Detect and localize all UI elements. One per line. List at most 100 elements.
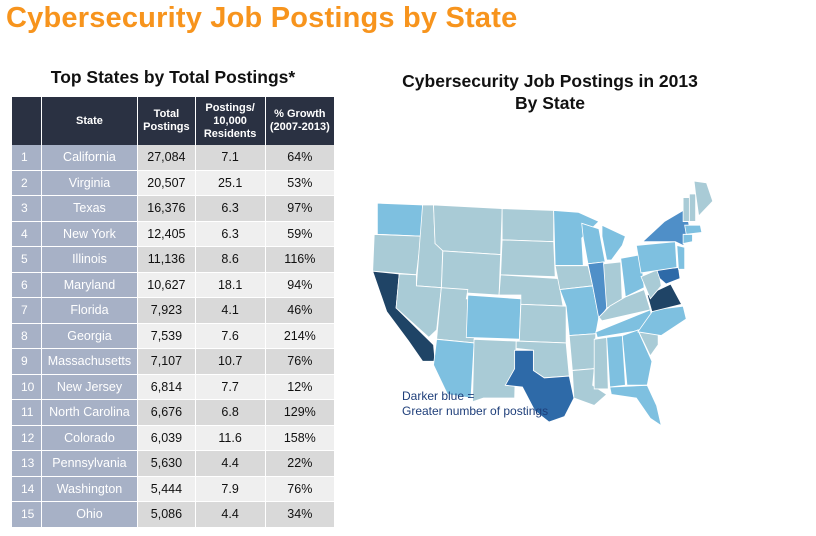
total-postings-cell: 7,923	[138, 298, 196, 324]
postings-per-10k-cell: 4.4	[195, 451, 266, 477]
map-title: Cybersecurity Job Postings in 2013 By St…	[372, 70, 728, 114]
rank-cell: 2	[12, 170, 42, 196]
growth-header: % Growth (2007-2013)	[265, 97, 334, 145]
state-header: State	[41, 97, 139, 145]
map-legend-note: Darker blue = Greater number of postings	[402, 389, 548, 419]
state-cell: Washington	[41, 476, 139, 502]
table-row: 7 Florida 7,923 4.1 46%	[12, 298, 334, 324]
state-arizona	[433, 338, 475, 399]
postings-per-10k-cell: 4.1	[195, 298, 266, 324]
state-iowa	[554, 265, 594, 291]
state-michigan	[601, 224, 626, 261]
growth-cell: 22%	[265, 451, 334, 477]
table-row: 5 Illinois 11,136 8.6 116%	[12, 247, 334, 273]
state-cell: Florida	[41, 298, 139, 324]
total-postings-cell: 7,107	[138, 349, 196, 375]
table-row: 14 Washington 5,444 7.9 76%	[12, 476, 334, 502]
state-cell: Ohio	[41, 502, 139, 528]
rank-cell: 8	[12, 323, 42, 349]
total-postings-cell: 16,376	[138, 196, 196, 222]
state-cell: Massachusetts	[41, 349, 139, 375]
growth-cell: 64%	[265, 145, 334, 171]
postings-per-10k-cell: 25.1	[195, 170, 266, 196]
state-ohio	[620, 254, 645, 298]
rank-header	[12, 97, 42, 145]
total-postings-cell: 11,136	[138, 247, 196, 273]
state-georgia	[621, 329, 653, 386]
state-cell: New York	[41, 221, 139, 247]
state-kansas	[518, 303, 567, 344]
state-oregon	[372, 233, 422, 276]
growth-cell: 59%	[265, 221, 334, 247]
table-row: 6 Maryland 10,627 18.1 94%	[12, 272, 334, 298]
growth-cell: 116%	[265, 247, 334, 273]
rank-cell: 14	[12, 476, 42, 502]
total-postings-cell: 6,039	[138, 425, 196, 451]
postings-per-10k-cell: 6.3	[195, 221, 266, 247]
state-south-dakota	[500, 239, 556, 278]
table-row: 8 Georgia 7,539 7.6 214%	[12, 323, 334, 349]
total-postings-cell: 6,814	[138, 374, 196, 400]
state-north-carolina	[637, 305, 687, 337]
postings-per-10k-header: Postings/ 10,000 Residents	[195, 97, 266, 145]
state-alabama	[606, 335, 626, 388]
state-arkansas	[568, 333, 597, 372]
state-maine	[693, 180, 714, 217]
state-cell: Texas	[41, 196, 139, 222]
state-new-jersey	[676, 244, 686, 270]
state-florida	[609, 384, 662, 425]
total-postings-cell: 5,444	[138, 476, 196, 502]
rank-cell: 3	[12, 196, 42, 222]
growth-cell: 46%	[265, 298, 334, 324]
growth-cell: 53%	[265, 170, 334, 196]
state-mississippi	[593, 336, 609, 390]
table-title: Top States by Total Postings*	[50, 67, 296, 87]
growth-cell: 129%	[265, 400, 334, 426]
postings-per-10k-cell: 7.9	[195, 476, 266, 502]
state-new-mexico	[472, 338, 517, 403]
total-postings-cell: 5,630	[138, 451, 196, 477]
page-title: Cybersecurity Job Postings by State	[6, 2, 518, 34]
state-vermont	[682, 197, 690, 222]
growth-cell: 214%	[265, 323, 334, 349]
total-postings-cell: 10,627	[138, 272, 196, 298]
state-new-hampshire	[688, 193, 696, 222]
growth-cell: 76%	[265, 349, 334, 375]
state-cell: New Jersey	[41, 374, 139, 400]
state-kentucky	[598, 288, 651, 322]
state-north-dakota	[501, 208, 555, 243]
table-row: 13 Pennsylvania 5,630 4.4 22%	[12, 451, 334, 477]
total-postings-cell: 5,086	[138, 502, 196, 528]
rank-cell: 1	[12, 145, 42, 171]
postings-per-10k-cell: 7.1	[195, 145, 266, 171]
postings-per-10k-cell: 8.6	[195, 247, 266, 273]
table-row: 10 New Jersey 6,814 7.7 12%	[12, 374, 334, 400]
rank-cell: 11	[12, 400, 42, 426]
map-title-line1: Cybersecurity Job Postings in 2013	[402, 71, 698, 91]
growth-cell: 158%	[265, 425, 334, 451]
map-legend-line1: Darker blue =	[402, 389, 475, 403]
postings-per-10k-cell: 6.3	[195, 196, 266, 222]
state-connecticut	[682, 233, 693, 245]
growth-cell: 76%	[265, 476, 334, 502]
state-virginia	[646, 283, 683, 313]
state-cell: California	[41, 145, 139, 171]
postings-per-10k-cell: 18.1	[195, 272, 266, 298]
state-washington	[376, 202, 424, 237]
state-cell: Illinois	[41, 247, 139, 273]
rank-cell: 9	[12, 349, 42, 375]
total-postings-cell: 6,676	[138, 400, 196, 426]
state-cell: Pennsylvania	[41, 451, 139, 477]
total-postings-cell: 27,084	[138, 145, 196, 171]
rank-cell: 6	[12, 272, 42, 298]
table-row: 11 North Carolina 6,676 6.8 129%	[12, 400, 334, 426]
state-west-virginia	[640, 268, 662, 300]
rank-cell: 15	[12, 502, 42, 528]
total-postings-cell: 7,539	[138, 323, 196, 349]
growth-cell: 12%	[265, 374, 334, 400]
rank-cell: 5	[12, 247, 42, 273]
growth-cell: 34%	[265, 502, 334, 528]
table-row: 9 Massachusetts 7,107 10.7 76%	[12, 349, 334, 375]
total-postings-header: Total Postings	[138, 97, 196, 145]
state-montana	[433, 204, 503, 256]
